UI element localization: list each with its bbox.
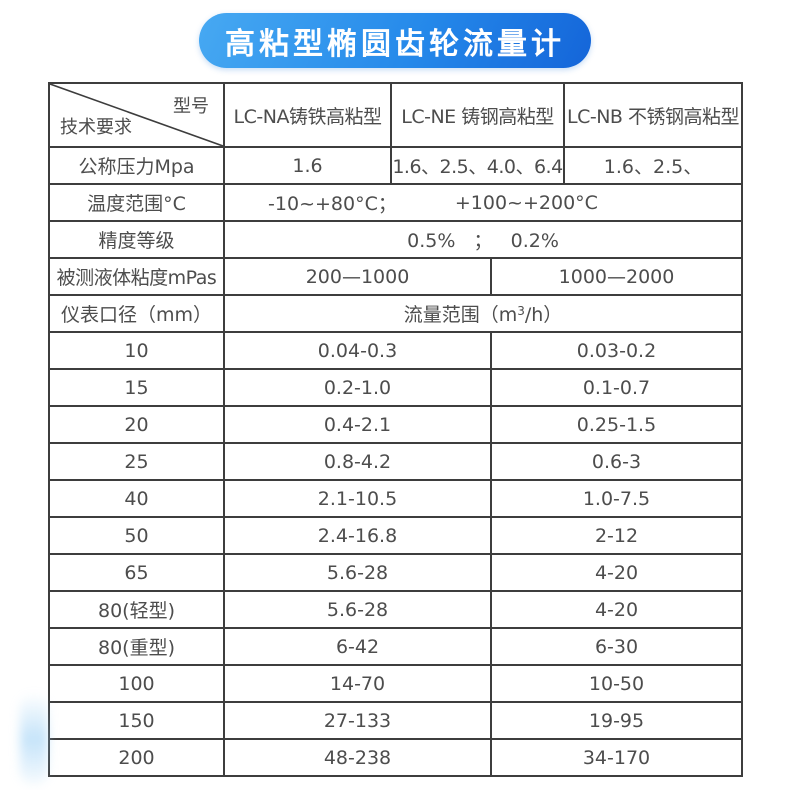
flow-b-cell: 34-170 xyxy=(490,738,743,777)
accuracy-value: 0.5% ； 0.2% xyxy=(223,220,743,259)
pressure-lcna: 1.6 xyxy=(223,146,392,185)
flow-range-suffix: /h） xyxy=(524,304,563,326)
flow-b-cell: 6-30 xyxy=(490,627,743,666)
flow-b-cell: 0.03-0.2 xyxy=(490,331,743,370)
size-cell: 20 xyxy=(48,405,225,444)
row-label-viscosity: 被测液体粘度mPas xyxy=(48,257,225,296)
row-label-diameter: 仪表口径（mm） xyxy=(48,294,225,333)
flow-b-cell: 19-95 xyxy=(490,701,743,740)
flow-a-cell: 2.1-10.5 xyxy=(223,479,492,518)
page-title: 高粘型椭圆齿轮流量计 xyxy=(199,13,591,68)
flow-b-cell: 0.1-0.7 xyxy=(490,368,743,407)
flow-b-cell: 4-20 xyxy=(490,553,743,592)
flow-a-cell: 5.6-28 xyxy=(223,553,492,592)
size-cell: 150 xyxy=(48,701,225,740)
table-row: 200 48-238 34-170 xyxy=(48,738,743,777)
row-diameter-header: 仪表口径（mm） 流量范围（m3/h） xyxy=(48,294,743,333)
pressure-lcnb: 1.6、2.5、 xyxy=(563,146,743,185)
table-header-row: 型号 技术要求 LC-NA铸铁高粘型 LC-NE 铸钢高粘型 LC-NB 不锈钢… xyxy=(48,82,743,148)
size-cell: 10 xyxy=(48,331,225,370)
size-cell: 40 xyxy=(48,479,225,518)
flow-a-cell: 0.04-0.3 xyxy=(223,331,492,370)
column-header-lcne: LC-NE 铸钢高粘型 xyxy=(390,82,565,148)
flow-a-cell: 14-70 xyxy=(223,664,492,703)
table-row: 20 0.4-2.1 0.25-1.5 xyxy=(48,405,743,444)
row-viscosity: 被测液体粘度mPas 200—1000 1000—2000 xyxy=(48,257,743,296)
viscosity-range-low: 200—1000 xyxy=(223,257,492,296)
flow-a-cell: 48-238 xyxy=(223,738,492,777)
size-cell: 200 xyxy=(48,738,225,777)
table-row: 25 0.8-4.2 0.6-3 xyxy=(48,442,743,481)
flow-a-cell: 6-42 xyxy=(223,627,492,666)
table-row: 10 0.04-0.3 0.03-0.2 xyxy=(48,331,743,370)
row-label-accuracy: 精度等级 xyxy=(48,220,225,259)
flow-range-header: 流量范围（m3/h） xyxy=(223,294,743,333)
flow-a-cell: 0.4-2.1 xyxy=(223,405,492,444)
flow-b-cell: 0.6-3 xyxy=(490,442,743,481)
table-row: 80(重型) 6-42 6-30 xyxy=(48,627,743,666)
table-row: 15 0.2-1.0 0.1-0.7 xyxy=(48,368,743,407)
table-row: 50 2.4-16.8 2-12 xyxy=(48,516,743,555)
pressure-lcne: 1.6、2.5、4.0、6.4 xyxy=(390,146,565,185)
diagonal-line xyxy=(50,84,223,146)
spec-table: 型号 技术要求 LC-NA铸铁高粘型 LC-NE 铸钢高粘型 LC-NB 不锈钢… xyxy=(48,82,743,777)
size-cell: 65 xyxy=(48,553,225,592)
table-row: 40 2.1-10.5 1.0-7.5 xyxy=(48,479,743,518)
row-label-pressure: 公称压力Mpa xyxy=(48,146,225,185)
temperature-value-cell: -10~+80°C； +100~+200°C xyxy=(223,183,743,222)
table-row: 65 5.6-28 4-20 xyxy=(48,553,743,592)
corner-label-model: 型号 xyxy=(173,96,209,117)
row-temperature: 温度范围°C -10~+80°C； +100~+200°C xyxy=(48,183,743,222)
diagonal-corner-cell: 型号 技术要求 xyxy=(48,82,225,148)
flow-b-cell: 10-50 xyxy=(490,664,743,703)
table-row: 150 27-133 19-95 xyxy=(48,701,743,740)
flow-a-cell: 5.6-28 xyxy=(223,590,492,629)
column-header-lcna: LC-NA铸铁高粘型 xyxy=(223,82,392,148)
flow-range-prefix: 流量范围（m xyxy=(403,304,518,326)
flow-a-cell: 27-133 xyxy=(223,701,492,740)
viscosity-range-high: 1000—2000 xyxy=(490,257,743,296)
row-label-temperature: 温度范围°C xyxy=(48,183,225,222)
row-accuracy: 精度等级 0.5% ； 0.2% xyxy=(48,220,743,259)
size-cell: 50 xyxy=(48,516,225,555)
size-cell: 15 xyxy=(48,368,225,407)
flow-b-cell: 0.25-1.5 xyxy=(490,405,743,444)
flow-b-cell: 1.0-7.5 xyxy=(490,479,743,518)
table-row: 80(轻型) 5.6-28 4-20 xyxy=(48,590,743,629)
flow-a-cell: 0.2-1.0 xyxy=(223,368,492,407)
flow-a-cell: 0.8-4.2 xyxy=(223,442,492,481)
row-pressure: 公称压力Mpa 1.6 1.6、2.5、4.0、6.4 1.6、2.5、 xyxy=(48,146,743,185)
size-cell: 80(重型) xyxy=(48,627,225,666)
size-cell: 25 xyxy=(48,442,225,481)
table-row: 100 14-70 10-50 xyxy=(48,664,743,703)
flow-b-cell: 4-20 xyxy=(490,590,743,629)
corner-label-requirements: 技术要求 xyxy=(60,117,132,138)
page-title-text: 高粘型椭圆齿轮流量计 xyxy=(225,26,565,62)
column-header-lcnb: LC-NB 不锈钢高粘型 xyxy=(563,82,743,148)
size-cell: 80(轻型) xyxy=(48,590,225,629)
size-cell: 100 xyxy=(48,664,225,703)
temperature-low-range: -10~+80°C； xyxy=(268,193,397,215)
decorative-blue-smudge xyxy=(20,693,48,785)
temperature-high-range: +100~+200°C xyxy=(454,191,598,214)
flow-a-cell: 2.4-16.8 xyxy=(223,516,492,555)
flow-b-cell: 2-12 xyxy=(490,516,743,555)
flow-range-superscript: 3 xyxy=(517,304,525,318)
